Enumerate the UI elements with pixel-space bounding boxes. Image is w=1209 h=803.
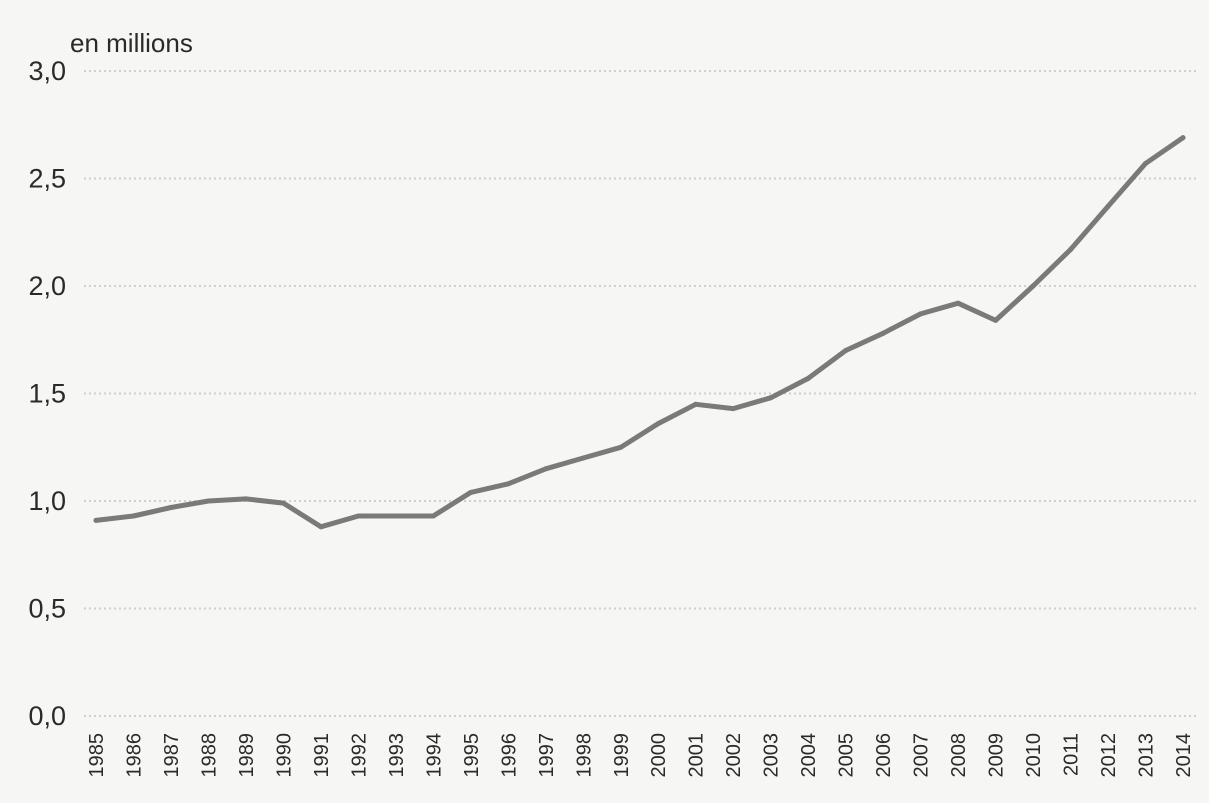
data-point <box>168 504 174 510</box>
x-tick-label: 2010 <box>1023 733 1045 778</box>
x-tick-label: 1992 <box>348 733 370 778</box>
y-tick-label: 2,5 <box>28 164 66 194</box>
data-point <box>580 455 586 461</box>
x-tick-label: 2000 <box>648 733 670 778</box>
data-point <box>243 496 249 502</box>
data-point <box>1068 246 1074 252</box>
y-tick-label: 3,0 <box>28 56 66 86</box>
x-tick-label: 1990 <box>273 733 295 778</box>
x-tick-label: 1995 <box>461 733 483 778</box>
data-point <box>93 517 99 523</box>
y-tick-label: 0,0 <box>28 701 66 731</box>
data-point <box>1180 135 1186 141</box>
x-tick-label: 1989 <box>236 733 258 778</box>
data-point <box>505 481 511 487</box>
data-point <box>730 406 736 412</box>
x-tick-label: 2002 <box>723 733 745 778</box>
data-point <box>655 421 661 427</box>
data-point <box>318 524 324 530</box>
x-tick-label: 1993 <box>386 733 408 778</box>
x-tick-label: 2012 <box>1098 733 1120 778</box>
x-tick-label: 1996 <box>498 733 520 778</box>
data-point <box>543 466 549 472</box>
x-tick-label: 1999 <box>611 733 633 778</box>
x-tick-label: 1994 <box>423 733 445 778</box>
data-point <box>693 401 699 407</box>
data-point <box>1030 283 1036 289</box>
data-point <box>993 317 999 323</box>
data-point <box>393 513 399 519</box>
data-point <box>843 348 849 353</box>
x-tick-label: 2014 <box>1173 733 1195 778</box>
x-tick-label: 2007 <box>911 733 933 778</box>
data-point <box>205 498 211 504</box>
data-point <box>618 444 624 450</box>
data-point <box>768 395 774 401</box>
x-tick-label: 1986 <box>123 733 145 778</box>
x-tick-label: 2001 <box>686 733 708 778</box>
data-point <box>468 489 474 495</box>
x-tick-label: 2005 <box>836 733 858 778</box>
y-tick-label: 1,5 <box>28 379 66 409</box>
x-tick-label: 2006 <box>873 733 895 778</box>
data-point <box>955 300 961 306</box>
data-point <box>1143 160 1149 166</box>
y-tick-label: 1,0 <box>28 486 66 516</box>
x-tick-label: 2011 <box>1061 733 1083 776</box>
data-point <box>918 311 924 317</box>
y-tick-label: 2,0 <box>28 271 66 301</box>
series-line <box>93 135 1186 530</box>
x-tick-label: 2003 <box>761 733 783 778</box>
data-point <box>130 513 136 519</box>
x-tick-label: 1991 <box>311 733 333 778</box>
x-tick-label: 2009 <box>986 733 1008 778</box>
data-series <box>93 135 1186 530</box>
data-point <box>430 513 436 519</box>
data-point <box>355 513 361 519</box>
x-tick-label: 1988 <box>198 733 220 778</box>
x-tick-label: 1987 <box>161 733 183 778</box>
x-tick-label: 2013 <box>1136 733 1158 778</box>
data-point <box>805 375 811 381</box>
x-tick-label: 1998 <box>573 733 595 778</box>
x-tick-label: 1997 <box>536 733 558 778</box>
x-tick-label: 2004 <box>798 733 820 778</box>
y-axis-tick-labels: 0,0 0,5 1,0 1,5 2,0 2,5 3,0 <box>28 56 66 731</box>
data-point <box>280 500 286 506</box>
data-point <box>880 330 886 336</box>
x-tick-label: 1985 <box>86 733 108 778</box>
x-tick-label: 2008 <box>948 733 970 778</box>
y-tick-label: 0,5 <box>28 594 66 624</box>
data-point <box>1105 203 1111 209</box>
x-axis-tick-labels: 1985 1986 1987 1988 1989 1990 1991 1992 1993 1994… <box>86 733 1195 778</box>
y-axis-unit-label: en millions <box>70 28 193 58</box>
gridlines <box>84 70 1196 717</box>
